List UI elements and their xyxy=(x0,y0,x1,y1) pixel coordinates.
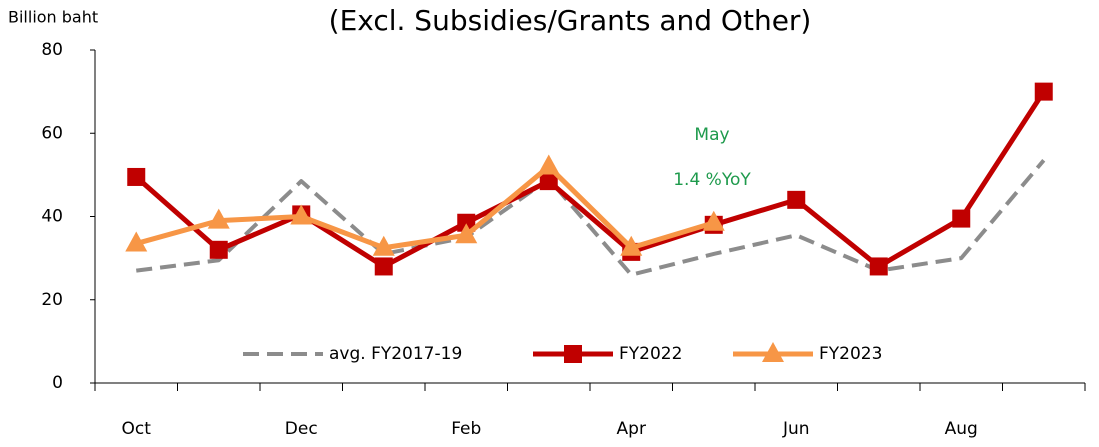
annotation: 1.4 %YoY xyxy=(673,170,751,190)
data-point xyxy=(457,213,476,232)
y-tick-label: 80 xyxy=(41,40,63,60)
data-point xyxy=(125,231,148,252)
data-point xyxy=(374,257,393,276)
x-tick-label: Dec xyxy=(285,419,318,439)
data-point xyxy=(787,190,806,209)
x-tick-label: Oct xyxy=(122,419,152,439)
data-point xyxy=(702,210,725,231)
legend-label: avg. FY2017-19 xyxy=(329,344,462,364)
data-point xyxy=(372,235,395,256)
y-tick-label: 0 xyxy=(52,373,63,393)
y-tick-label: 20 xyxy=(41,290,63,310)
data-point xyxy=(455,223,478,244)
x-tick-label: Apr xyxy=(617,419,646,439)
x-tick-label: Aug xyxy=(945,419,978,439)
data-point xyxy=(290,204,313,225)
y-axis-label: Billion baht xyxy=(8,8,98,27)
annotation: May xyxy=(694,125,729,145)
legend-label: FY2022 xyxy=(619,344,682,364)
legend-marker xyxy=(762,342,784,362)
data-point xyxy=(209,240,228,259)
x-tick-label: Jun xyxy=(782,419,810,439)
x-tick-label: Feb xyxy=(451,419,481,439)
data-point xyxy=(869,257,888,276)
data-point xyxy=(620,235,643,256)
data-point xyxy=(1034,82,1053,101)
y-tick-label: 40 xyxy=(41,207,63,227)
series-line xyxy=(134,90,1046,269)
series-line xyxy=(135,159,1046,277)
data-point xyxy=(539,172,558,191)
data-point xyxy=(127,167,146,186)
data-point xyxy=(537,154,560,175)
data-point xyxy=(952,209,971,228)
chart-title: (Excl. Subsidies/Grants and Other) xyxy=(329,4,812,37)
y-tick-label: 60 xyxy=(41,123,63,143)
legend-label: FY2023 xyxy=(819,344,882,364)
data-point xyxy=(207,208,230,229)
series-line xyxy=(135,164,715,251)
legend-marker xyxy=(564,345,582,363)
